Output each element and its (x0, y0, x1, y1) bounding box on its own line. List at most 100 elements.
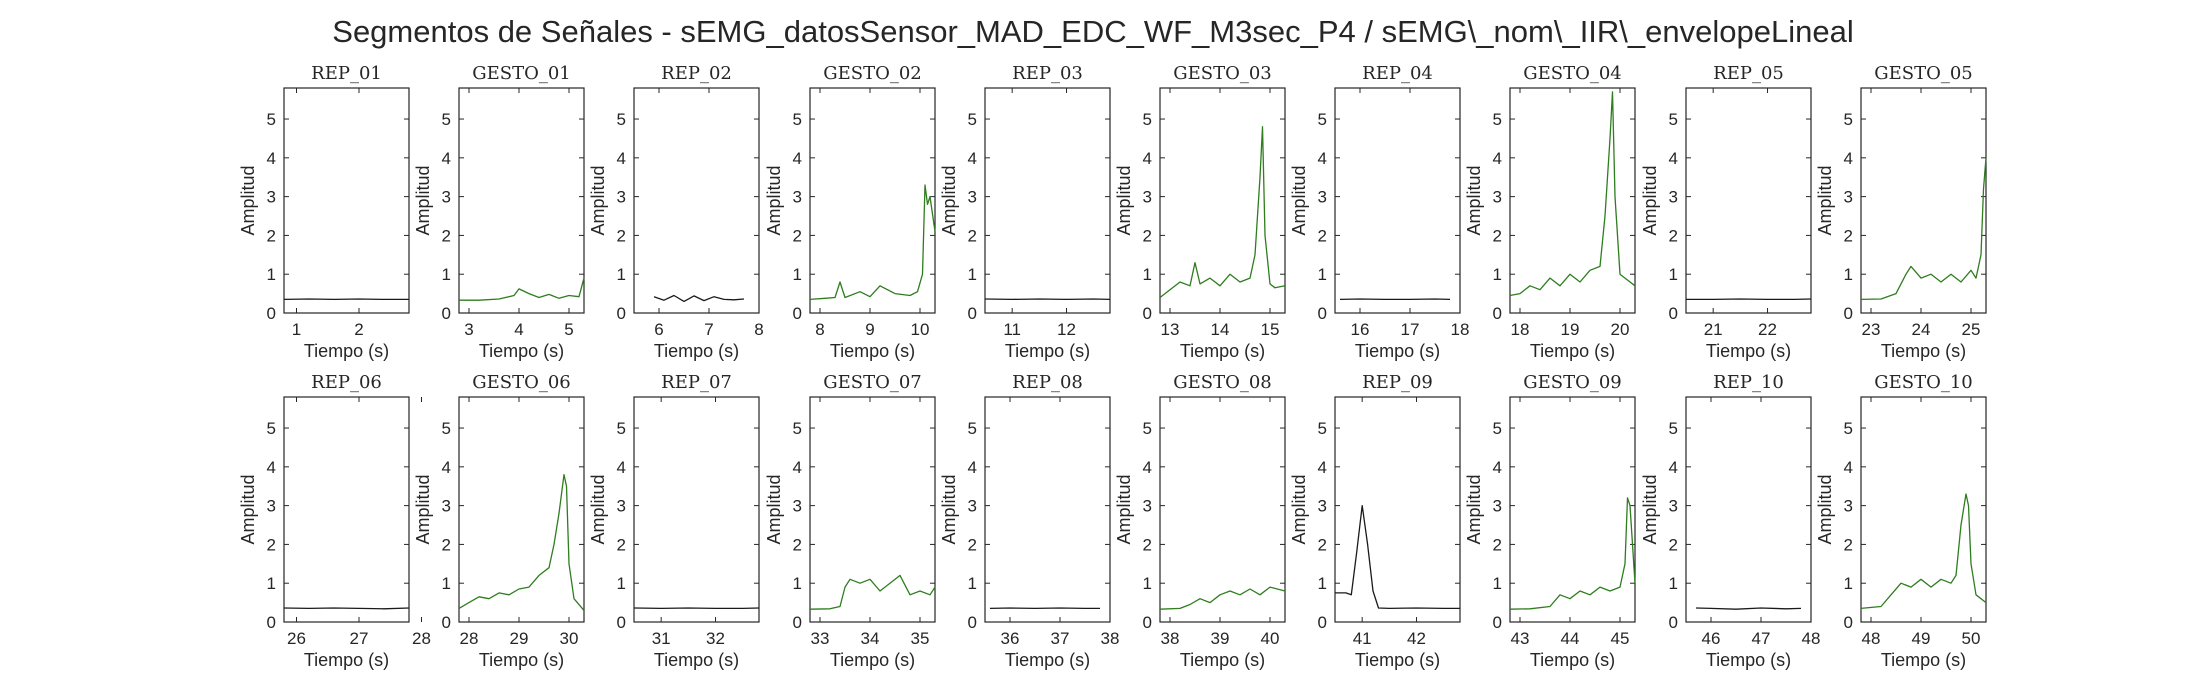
y-tick-label: 5 (793, 419, 802, 438)
y-tick-label: 4 (1669, 458, 1678, 477)
x-tick-label: 26 (287, 629, 306, 648)
y-tick-label: 1 (1844, 574, 1853, 593)
y-tick-label: 4 (617, 458, 626, 477)
subplot-title: GESTO_10 (1874, 372, 1973, 393)
y-tick-label: 0 (1493, 304, 1502, 323)
subplot-rep-09: REP_09 0 1 2 3 4 5 41 42 Tiempo (s) Amplitud (1289, 372, 1461, 670)
y-tick-label: 5 (1143, 419, 1152, 438)
y-axis-label: Amplitud (1464, 474, 1484, 544)
y-tick-label: 2 (793, 535, 802, 554)
series-line (653, 294, 745, 303)
y-tick-label: 3 (267, 497, 276, 516)
subplot-gesto-03: GESTO_03 0 1 2 3 4 5 13 14 15 Tiempo (s) Amplitud (1114, 63, 1286, 361)
plot-frame (1860, 87, 1987, 314)
y-tick-label: 0 (1318, 613, 1327, 632)
y-tick-label: 5 (617, 110, 626, 129)
y-tick-label: 0 (793, 304, 802, 323)
subplot-title: REP_06 (311, 372, 382, 393)
x-tick-label: 10 (911, 320, 930, 339)
x-tick-label: 39 (1211, 629, 1230, 648)
y-tick-label: 1 (968, 265, 977, 284)
x-axis-label: Tiempo (s) (1005, 650, 1090, 670)
y-axis-label: Amplitud (939, 474, 959, 544)
plot-frame (1685, 396, 1812, 623)
y-tick-label: 4 (968, 458, 977, 477)
y-tick-label: 3 (1318, 497, 1327, 516)
y-tick-label: 0 (1143, 304, 1152, 323)
y-tick-label: 1 (1493, 265, 1502, 284)
x-tick-label: 46 (1702, 629, 1721, 648)
subplot-title: REP_08 (1012, 372, 1083, 393)
y-tick-label: 2 (1493, 226, 1502, 245)
y-axis-label: Amplitud (588, 474, 608, 544)
subplot-title: GESTO_09 (1523, 372, 1622, 393)
subplot-title: REP_10 (1713, 372, 1784, 393)
y-axis-label: Amplitud (764, 474, 784, 544)
y-tick-label: 5 (1318, 419, 1327, 438)
plot-frame (633, 396, 760, 623)
x-tick-label: 36 (1001, 629, 1020, 648)
plot-frame (984, 87, 1111, 314)
y-tick-label: 4 (793, 149, 802, 168)
subplot-rep-05: REP_05 0 1 2 3 4 5 21 22 Tiempo (s) Amplitud (1640, 63, 1812, 361)
y-axis-label: Amplitud (238, 165, 258, 235)
y-tick-label: 0 (968, 613, 977, 632)
y-tick-label: 0 (1844, 304, 1853, 323)
y-tick-label: 1 (442, 574, 451, 593)
subplot-title: GESTO_08 (1173, 372, 1272, 393)
x-axis-label: Tiempo (s) (479, 341, 564, 361)
y-tick-label: 4 (617, 149, 626, 168)
x-axis-label: Tiempo (s) (304, 341, 389, 361)
y-tick-label: 3 (1493, 188, 1502, 207)
x-axis-label: Tiempo (s) (1530, 341, 1615, 361)
y-tick-label: 2 (442, 226, 451, 245)
y-tick-label: 4 (793, 458, 802, 477)
x-axis-label: Tiempo (s) (1180, 650, 1265, 670)
plot-frame (809, 396, 936, 623)
y-tick-label: 0 (793, 613, 802, 632)
y-tick-label: 1 (1493, 574, 1502, 593)
x-tick-label: 28 (412, 629, 431, 648)
x-tick-label: 11 (1003, 320, 1021, 339)
x-tick-label: 17 (1401, 320, 1420, 339)
x-tick-label: 18 (1511, 320, 1530, 339)
x-tick-label: 37 (1051, 629, 1070, 648)
y-tick-label: 1 (267, 265, 276, 284)
x-tick-label: 21 (1704, 320, 1723, 339)
plot-frame (1334, 87, 1461, 314)
x-tick-label: 43 (1511, 629, 1530, 648)
series-line (458, 473, 585, 611)
y-tick-label: 1 (968, 574, 977, 593)
y-tick-label: 4 (1143, 458, 1152, 477)
series-line (1159, 126, 1286, 299)
y-tick-label: 3 (1669, 188, 1678, 207)
x-tick-label: 35 (911, 629, 930, 648)
figure-title: Segmentos de Señales - sEMG_datosSensor_… (332, 14, 1853, 49)
x-axis-label: Tiempo (s) (304, 650, 389, 670)
y-tick-label: 3 (1143, 188, 1152, 207)
x-tick-label: 48 (1862, 629, 1881, 648)
x-tick-label: 19 (1561, 320, 1580, 339)
x-tick-label: 14 (1211, 320, 1230, 339)
x-tick-label: 6 (654, 320, 663, 339)
y-tick-label: 4 (267, 458, 276, 477)
y-tick-label: 3 (442, 497, 451, 516)
y-tick-label: 2 (1669, 535, 1678, 554)
x-axis-label: Tiempo (s) (1881, 341, 1966, 361)
y-axis-label: Amplitud (1815, 165, 1835, 235)
subplot-rep-04: REP_04 0 1 2 3 4 5 16 17 18 Tiempo (s) Amplitud (1289, 63, 1469, 361)
y-tick-label: 2 (1143, 226, 1152, 245)
y-tick-label: 3 (267, 188, 276, 207)
y-tick-label: 5 (1669, 419, 1678, 438)
series-line (1509, 497, 1636, 610)
y-tick-label: 5 (442, 110, 451, 129)
y-tick-label: 1 (442, 265, 451, 284)
y-tick-label: 1 (1844, 265, 1853, 284)
x-tick-label: 32 (706, 629, 725, 648)
y-tick-label: 5 (793, 110, 802, 129)
y-axis-label: Amplitud (588, 165, 608, 235)
y-tick-label: 2 (442, 535, 451, 554)
